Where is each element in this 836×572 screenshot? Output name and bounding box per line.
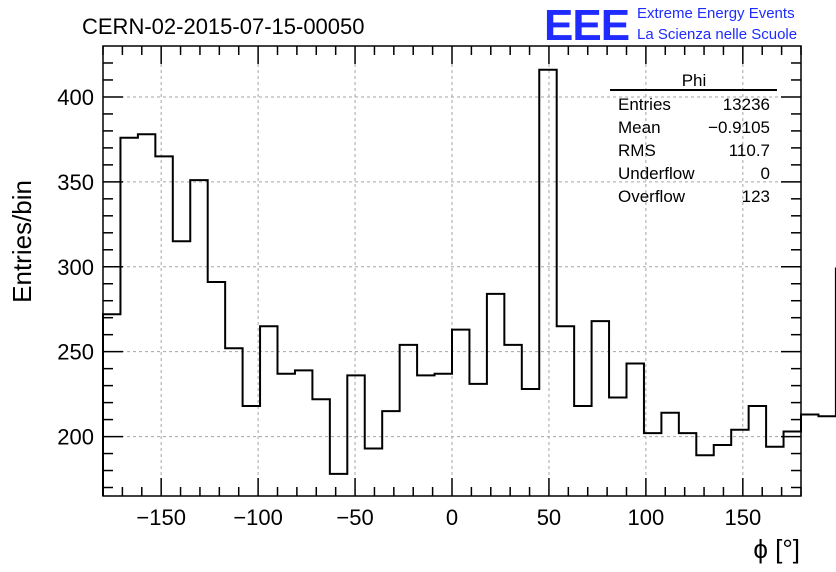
eee-logo: EEE Extreme Energy Events La Scienza nel… <box>544 1 797 50</box>
stats-label-mean: Mean <box>618 118 661 137</box>
y-tick-labels: 200 250 300 350 400 <box>57 85 94 450</box>
stats-value-underflow: 0 <box>761 164 770 183</box>
y-tick-label: 250 <box>57 340 94 365</box>
x-tick-label: −50 <box>336 505 373 530</box>
stats-box: Phi Entries 13236 Mean −0.9105 RMS 110.7… <box>610 71 777 206</box>
x-tick-label: −150 <box>136 505 186 530</box>
x-tick-label: −100 <box>233 505 283 530</box>
stats-value-mean: −0.9105 <box>708 118 770 137</box>
y-tick-label: 350 <box>57 170 94 195</box>
y-tick-label: 400 <box>57 85 94 110</box>
stats-title: Phi <box>682 71 707 90</box>
stats-label-overflow: Overflow <box>618 187 686 206</box>
logo-line1: Extreme Energy Events <box>637 5 795 22</box>
stats-value-overflow: 123 <box>742 187 770 206</box>
stats-label-entries: Entries <box>618 95 671 114</box>
plot-title: CERN-02-2015-07-15-00050 <box>82 14 365 39</box>
x-axis-label: ϕ [°] <box>753 534 800 564</box>
y-tick-label: 300 <box>57 255 94 280</box>
eee-logo-mark: EEE <box>544 1 629 50</box>
histogram-series <box>102 68 836 496</box>
stats-label-rms: RMS <box>618 141 656 160</box>
x-tick-label: 0 <box>446 505 458 530</box>
y-tick-label: 200 <box>57 425 94 450</box>
x-tick-labels: −150 −100 −50 0 50 100 150 <box>136 505 761 530</box>
x-tick-label: 50 <box>537 505 561 530</box>
x-tick-label: 100 <box>628 505 665 530</box>
stats-value-entries: 13236 <box>723 95 770 114</box>
logo-line2: La Scienza nelle Scuole <box>637 26 797 43</box>
y-axis-label: Entries/bin <box>7 180 37 303</box>
stats-value-rms: 110.7 <box>729 141 770 160</box>
plot-frame <box>102 45 802 497</box>
grid-lines <box>103 46 801 496</box>
x-tick-label: 150 <box>724 505 761 530</box>
stats-label-underflow: Underflow <box>618 164 695 183</box>
